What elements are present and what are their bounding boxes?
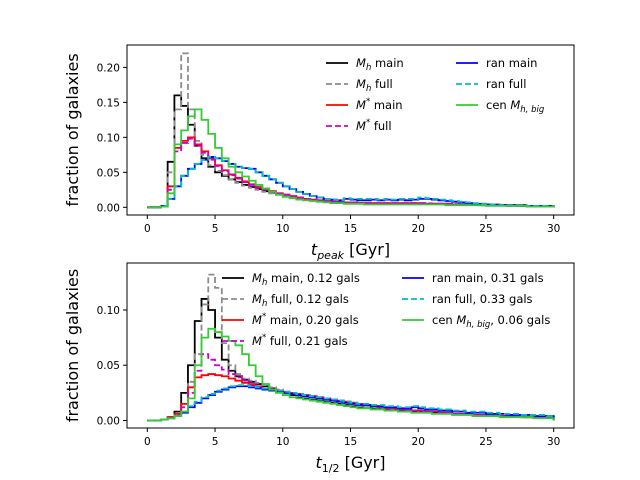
- legend-label-part: M: [252, 313, 262, 327]
- legend-label-part: , 0.06 gals: [490, 313, 550, 327]
- legend-label-part: main, 0.20 gals: [266, 313, 359, 327]
- legend-label-part: full, 0.12 gals: [267, 292, 349, 306]
- legend-label-part: M: [252, 271, 262, 285]
- legend-label-part: full: [370, 119, 391, 133]
- legend-label-part: *: [366, 118, 370, 128]
- legend-label-ran-main: ran main: [486, 56, 537, 70]
- y-tick-label: 0.10: [97, 305, 120, 317]
- legend-label-part: ran full: [486, 77, 526, 91]
- legend-label-cen: cen Mh, big: [486, 98, 545, 115]
- legend-label-part: M: [252, 334, 262, 348]
- legend-label-ran-full: ran full: [486, 77, 526, 91]
- x-tick-label: 30: [547, 436, 560, 448]
- legend-label-part: *: [262, 312, 266, 322]
- legend-label-part: h: [366, 63, 371, 73]
- legend-label-Ms-full: M* full: [356, 118, 392, 133]
- legend-label-part: full: [371, 77, 392, 91]
- legend-label-Ms-main: M* main, 0.20 gals: [252, 312, 359, 327]
- y-tick-label: 0.05: [97, 167, 120, 179]
- legend-label-part: main: [371, 56, 403, 70]
- legend-label-part: h: [262, 299, 267, 309]
- legend-label-part: main: [370, 98, 402, 112]
- legend-label-part: M: [356, 77, 366, 91]
- legend-label-part: h, big: [466, 320, 491, 330]
- y-tick-label: 0.00: [97, 415, 120, 427]
- series-line-ran-full: [147, 384, 555, 422]
- legend-label-part: *: [366, 97, 370, 107]
- x-tick-label: 20: [412, 223, 425, 235]
- x-tick-label: 15: [344, 436, 357, 448]
- x-tick-label: 25: [479, 223, 492, 235]
- legend-label-part: main, 0.12 gals: [267, 271, 360, 285]
- legend-label-ran-full: ran full, 0.33 gals: [432, 292, 533, 306]
- bottom-histogram-panel: 0 5 10 15 20 25 30 0.00 0.05 0.10 fraction of gala…: [63, 262, 575, 475]
- y-tick-label: 0.10: [97, 132, 120, 144]
- x-axis-label: t1/2 [Gyr]: [316, 453, 386, 475]
- series-line-Ms-main: [147, 136, 555, 209]
- series-line-cen: [147, 327, 555, 422]
- legend-label-Mh-full: Mh full, 0.12 gals: [252, 292, 349, 309]
- legend-label-cen: cen Mh, big, 0.06 gals: [432, 313, 550, 330]
- series-line-ran-full: [147, 156, 555, 209]
- legend-label-part: ran main: [486, 56, 537, 70]
- y-tick-label: 0.15: [97, 97, 120, 109]
- y-tick-label: 0.20: [97, 62, 120, 74]
- legend-label-part: h: [366, 84, 371, 94]
- legend-label-Mh-main: Mh main: [356, 56, 404, 73]
- x-tick-label: 15: [344, 223, 357, 235]
- y-axis-label: fraction of galaxies: [63, 269, 82, 422]
- legend-label-part: M: [356, 119, 366, 133]
- legend-label-part: ran main, 0.31 gals: [432, 271, 544, 285]
- series-line-Ms-full: [147, 137, 555, 209]
- legend-label-part: M: [456, 313, 466, 327]
- x-tick-label: 25: [479, 436, 492, 448]
- legend-label-Ms-main: M* main: [356, 97, 403, 112]
- series-line-Ms-full: [147, 353, 555, 422]
- legend-label-part: h, big: [520, 105, 545, 115]
- legend-label-part: M: [510, 98, 520, 112]
- legend-label-part: h: [262, 278, 267, 288]
- y-axis-label: fraction of galaxies: [63, 53, 82, 206]
- x-axis-label: tpeak [Gyr]: [311, 240, 390, 262]
- legend-label-part: M: [356, 56, 366, 70]
- x-tick-label: 0: [144, 436, 151, 448]
- legend-label-part: ran full, 0.33 gals: [432, 292, 533, 306]
- legend-label-Mh-main: Mh main, 0.12 gals: [252, 271, 360, 288]
- x-tick-label: 10: [276, 223, 289, 235]
- series-line-cen: [147, 108, 555, 209]
- legend-label-Ms-full: M* full, 0.21 gals: [252, 333, 348, 348]
- y-tick-label: 0.05: [97, 360, 120, 372]
- x-tick-label: 10: [276, 436, 289, 448]
- x-tick-label: 0: [144, 223, 151, 235]
- legend-label-part: cen: [486, 98, 510, 112]
- legend-label-part: *: [262, 333, 266, 343]
- legend-label-part: full, 0.21 gals: [266, 334, 348, 348]
- x-tick-label: 5: [212, 223, 219, 235]
- legend-label-ran-main: ran main, 0.31 gals: [432, 271, 544, 285]
- legend-label-part: M: [252, 292, 262, 306]
- legend-label-Mh-full: Mh full: [356, 77, 393, 94]
- x-tick-label: 30: [547, 223, 560, 235]
- legend-label-part: cen: [432, 313, 456, 327]
- y-tick-label: 0.00: [97, 202, 120, 214]
- x-tick-label: 20: [412, 436, 425, 448]
- x-tick-label: 5: [212, 436, 219, 448]
- legend-label-part: M: [356, 98, 366, 112]
- top-histogram-panel: 0 5 10 15 20 25 30 0.00 0.05 0.10 0.15 0.20 fraction…: [63, 44, 575, 262]
